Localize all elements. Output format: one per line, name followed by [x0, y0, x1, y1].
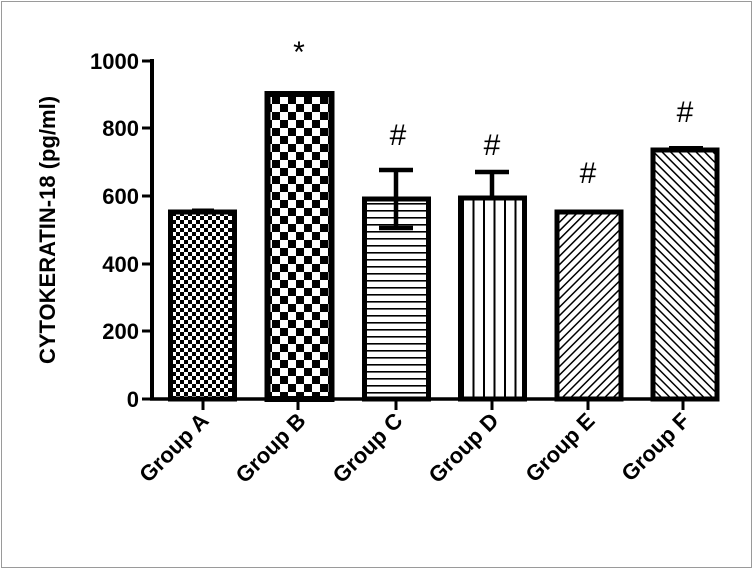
y-tick-label: 1000 — [90, 49, 139, 74]
x-tick-label-group-c: Group C — [328, 408, 408, 488]
bar-group-d: # — [458, 129, 527, 402]
significance-marker: # — [580, 157, 597, 190]
y-tick-label: 600 — [102, 184, 139, 209]
y-tick-label: 400 — [102, 252, 139, 277]
significance-marker: # — [677, 96, 694, 129]
significance-marker: # — [484, 129, 501, 162]
y-tick-label: 200 — [102, 319, 139, 344]
y-axis: 0 200 400 600 800 1000 — [90, 49, 154, 412]
x-tick-label-group-f: Group F — [616, 408, 694, 486]
bar-group-b: * — [264, 36, 335, 402]
y-tick-label: 800 — [102, 116, 139, 141]
x-tick-label-group-d: Group D — [424, 408, 504, 488]
significance-marker: * — [293, 36, 305, 69]
y-axis-title: CYTOKERATIN-18 (pg/ml) — [35, 96, 60, 364]
bar-group-c: # — [362, 119, 431, 402]
x-tick-label-group-b: Group B — [231, 408, 311, 488]
significance-marker: # — [390, 119, 407, 152]
bar-group-a — [168, 208, 237, 402]
y-tick-label: 0 — [127, 387, 139, 412]
bar-group-e: # — [554, 157, 624, 402]
x-tick-label-group-e: Group E — [520, 408, 599, 487]
x-axis-labels: Group A Group B Group C Group D Group E … — [134, 408, 694, 488]
bar-group-f: # — [650, 96, 720, 402]
x-tick-label-group-a: Group A — [134, 408, 213, 487]
